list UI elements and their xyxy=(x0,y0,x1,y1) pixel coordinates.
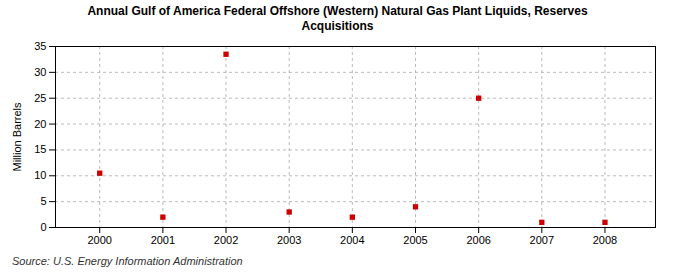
svg-text:Million Barrels: Million Barrels xyxy=(11,102,23,172)
svg-text:2004: 2004 xyxy=(340,234,364,246)
svg-text:25: 25 xyxy=(34,92,46,104)
svg-text:2006: 2006 xyxy=(466,234,490,246)
svg-text:2000: 2000 xyxy=(87,234,111,246)
html-text:Source: U.S. Energy Informatio: Source: U.S. Energy Information Administ… xyxy=(12,255,243,267)
svg-text:15: 15 xyxy=(34,143,46,155)
svg-text:10: 10 xyxy=(34,169,46,181)
svg-text:2001: 2001 xyxy=(151,234,175,246)
svg-text:2007: 2007 xyxy=(530,234,554,246)
svg-text:35: 35 xyxy=(34,40,46,52)
svg-text:5: 5 xyxy=(40,195,46,207)
svg-text:2005: 2005 xyxy=(403,234,427,246)
svg-text:2002: 2002 xyxy=(214,234,238,246)
svg-text:20: 20 xyxy=(34,118,46,130)
html-text:Annual Gulf of America Federal: Annual Gulf of America Federal Offshore … xyxy=(87,4,588,33)
svg-text:30: 30 xyxy=(34,66,46,78)
svg-text:2008: 2008 xyxy=(593,234,617,246)
svg-text:0: 0 xyxy=(40,221,46,233)
svg-text:2003: 2003 xyxy=(277,234,301,246)
